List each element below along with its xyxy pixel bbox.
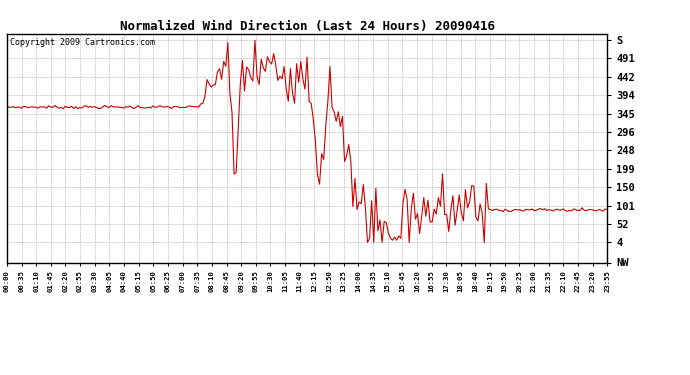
Title: Normalized Wind Direction (Last 24 Hours) 20090416: Normalized Wind Direction (Last 24 Hours… [119, 20, 495, 33]
Text: Copyright 2009 Cartronics.com: Copyright 2009 Cartronics.com [10, 38, 155, 47]
